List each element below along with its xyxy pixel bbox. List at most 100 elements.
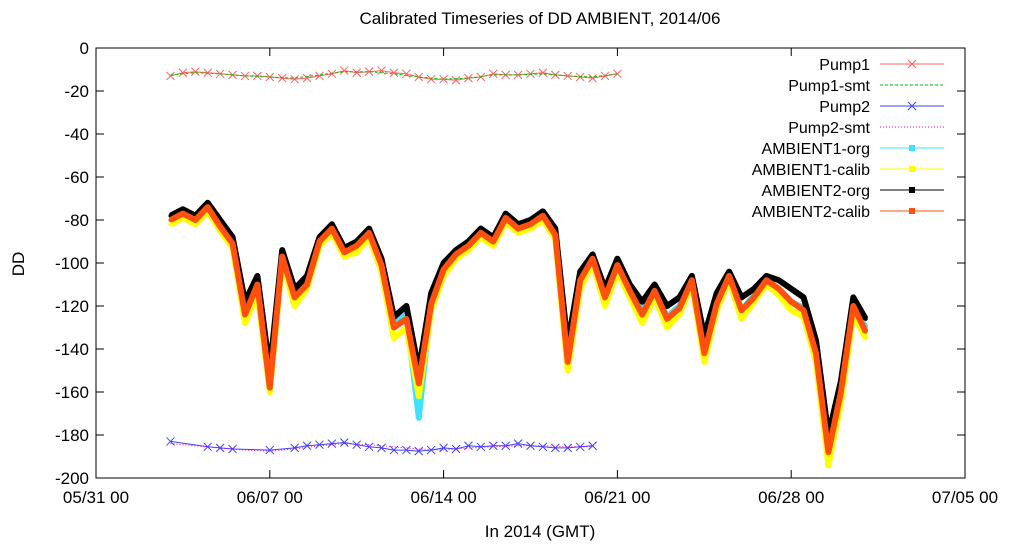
- x-axis-label: In 2014 (GMT): [485, 522, 596, 541]
- y-tick-label: -160: [55, 383, 89, 402]
- data-point-pump2: [439, 443, 448, 453]
- series-group: [166, 66, 869, 469]
- data-point-ambient2-org: [205, 200, 210, 205]
- data-point-pump1: [451, 75, 461, 85]
- legend-label-pump2-smt: Pump2-smt: [788, 120, 870, 137]
- series-pump1: [166, 66, 622, 85]
- legend-marker-ambient2-calib: [909, 208, 915, 214]
- data-point-pump2: [215, 443, 225, 453]
- data-point-pump2: [488, 441, 498, 451]
- data-point-ambient2-calib: [379, 263, 384, 268]
- data-point-ambient1-calib: [776, 293, 781, 298]
- data-point-ambient1-calib: [640, 321, 645, 326]
- data-point-pump1: [575, 72, 585, 82]
- data-point-pump1: [203, 68, 213, 78]
- data-point-ambient1-calib: [739, 316, 744, 321]
- data-point-ambient2-calib: [528, 222, 533, 227]
- series-pump2: [166, 437, 597, 456]
- data-point-ambient2-calib: [441, 267, 446, 272]
- data-point-pump1: [302, 73, 312, 83]
- data-point-ambient2-org: [404, 304, 409, 308]
- data-point-ambient2-org: [863, 316, 868, 321]
- data-point-ambient2-calib: [391, 325, 396, 330]
- data-point-pump1: [426, 74, 436, 84]
- data-point-ambient1-calib: [491, 243, 496, 248]
- data-point-pump2: [464, 441, 473, 451]
- data-point-pump2: [426, 445, 436, 455]
- data-point-ambient2-calib: [329, 226, 334, 231]
- data-point-pump2: [501, 441, 511, 451]
- data-point-pump1: [290, 74, 299, 84]
- data-point-ambient2-calib: [751, 295, 756, 300]
- legend-label-pump1-smt: Pump1-smt: [788, 78, 870, 95]
- data-point-ambient2-org: [255, 273, 260, 278]
- data-point-ambient2-org: [751, 286, 756, 291]
- data-point-pump1: [402, 69, 411, 79]
- data-point-pump1: [352, 68, 362, 78]
- data-point-ambient2-org: [677, 295, 682, 300]
- data-point-pump2: [228, 444, 237, 454]
- data-point-ambient2-calib: [689, 278, 694, 283]
- data-point-ambient2-calib: [354, 243, 359, 248]
- data-point-ambient2-calib: [416, 381, 421, 386]
- data-point-ambient2-calib: [615, 263, 620, 268]
- data-point-ambient1-calib: [863, 336, 868, 341]
- data-point-pump1: [563, 71, 573, 81]
- data-point-pump2: [476, 442, 486, 452]
- data-point-ambient2-org: [615, 256, 620, 261]
- data-point-ambient1-calib: [193, 222, 198, 227]
- data-point-ambient2-calib: [503, 215, 508, 220]
- data-point-ambient2-org: [367, 226, 372, 231]
- data-point-pump2: [550, 443, 560, 453]
- data-point-ambient2-calib: [714, 301, 719, 306]
- data-point-ambient2-org: [801, 295, 806, 300]
- data-point-ambient2-calib: [789, 299, 794, 304]
- data-point-pump1: [464, 73, 473, 83]
- data-point-ambient2-org: [640, 299, 645, 304]
- data-point-ambient1-calib: [702, 359, 707, 364]
- data-point-ambient1-calib: [242, 321, 247, 326]
- x-tick-label: 07/05 00: [932, 488, 998, 507]
- data-point-ambient2-calib: [230, 241, 235, 246]
- data-point-ambient2-org: [652, 282, 657, 287]
- data-point-pump1: [240, 71, 250, 81]
- data-point-ambient2-calib: [801, 308, 806, 313]
- data-point-ambient2-org: [851, 295, 856, 300]
- data-point-pump1: [513, 70, 523, 80]
- data-point-pump1: [600, 71, 610, 81]
- data-point-ambient2-calib: [180, 211, 185, 216]
- data-point-ambient2-calib: [193, 218, 198, 222]
- data-point-ambient2-calib: [491, 239, 496, 244]
- data-point-pump1: [215, 69, 225, 79]
- data-point-ambient1-calib: [416, 394, 421, 399]
- y-tick-label: -20: [64, 82, 89, 101]
- data-point-ambient2-calib: [652, 288, 657, 293]
- data-point-ambient2-calib: [540, 213, 545, 218]
- data-point-ambient2-calib: [727, 273, 732, 278]
- legend: Pump1 Pump1-smt Pump2 Pump2-smt AMBIENT1-org…: [752, 57, 944, 221]
- data-point-ambient2-org: [280, 248, 285, 253]
- data-point-pump1: [538, 68, 548, 78]
- data-point-ambient1-calib: [168, 222, 173, 227]
- data-point-ambient2-calib: [776, 286, 781, 291]
- y-tick-label: -140: [55, 340, 89, 359]
- data-point-ambient2-calib: [454, 252, 459, 257]
- data-point-pump2: [315, 440, 324, 450]
- data-point-ambient2-calib: [429, 301, 434, 306]
- y-tick-label: -180: [55, 426, 89, 445]
- data-point-pump1: [414, 72, 424, 82]
- legend-label-ambient1-org: AMBIENT1-org: [762, 141, 870, 158]
- data-point-ambient2-calib: [702, 351, 707, 356]
- data-point-ambient2-org: [739, 295, 744, 300]
- data-point-pump2: [377, 443, 386, 453]
- data-point-ambient2-calib: [553, 233, 558, 238]
- data-point-ambient1-calib: [292, 304, 297, 308]
- data-point-ambient2-calib: [602, 295, 607, 300]
- data-point-ambient1-calib: [677, 312, 682, 317]
- data-point-ambient2-org: [540, 209, 545, 214]
- data-point-ambient1-calib: [342, 254, 347, 259]
- legend-marker-ambient1-calib: [909, 166, 915, 172]
- data-point-ambient2-calib: [851, 304, 856, 308]
- legend-label-ambient1-calib: AMBIENT1-calib: [752, 162, 870, 179]
- data-point-ambient2-org: [764, 273, 769, 278]
